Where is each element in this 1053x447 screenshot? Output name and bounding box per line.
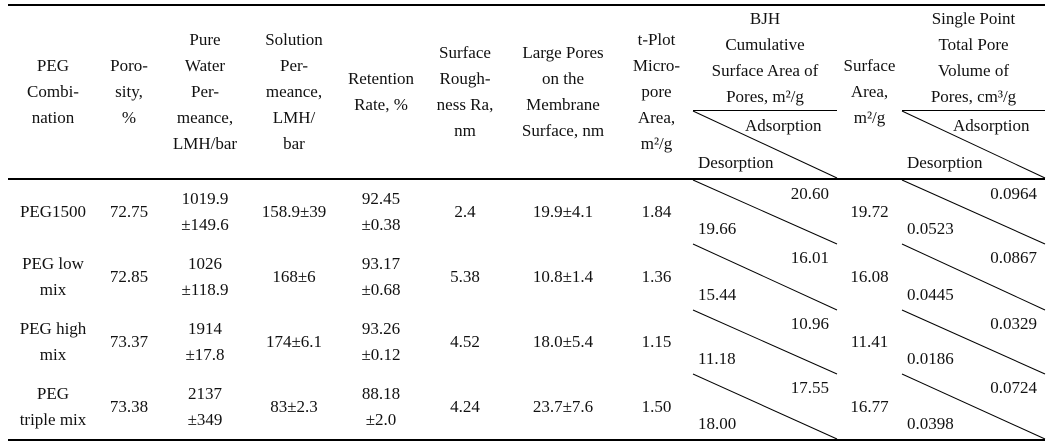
cell-surface-area: 16.77	[850, 396, 889, 416]
cell-solution-permeance: 83±2.3	[270, 396, 318, 416]
cell-porosity: 72.75	[109, 202, 149, 221]
header-surface-roughness: Surface Rough- ness Ra, nm	[436, 43, 494, 140]
cell-surface-area: 11.41	[850, 332, 889, 351]
header-bottom-rule	[8, 178, 1045, 180]
cell-retention-rate: 92.45 ±0.38	[361, 189, 401, 234]
cell-bjh-desorption: 18.00	[698, 414, 737, 433]
cell-bjh-adsorption: 10.96	[790, 314, 829, 333]
cell-single-point-adsorption: 0.0964	[990, 184, 1037, 203]
cell-bjh-adsorption: 16.01	[790, 248, 829, 267]
bottom-rule	[8, 439, 1045, 441]
cell-single-point-adsorption: 0.0867	[990, 248, 1037, 267]
cell-tplot-area: 1.84	[641, 202, 672, 221]
cell-single-point-adsorption: 0.0329	[990, 314, 1037, 333]
header-tplot-micropore-area: t-Plot Micro- pore Area, m²/g	[632, 30, 681, 153]
cell-porosity: 72.85	[109, 267, 149, 286]
header-large-pores: Large Pores on the Membrane Surface, nm	[521, 43, 605, 140]
bjh-desorption-label: Desorption	[698, 153, 774, 172]
header-porosity: Poro- sity, %	[110, 56, 148, 127]
single-point-subheader-rule	[902, 110, 1045, 111]
cell-peg-combination: PEG1500	[19, 202, 87, 221]
cell-bjh-adsorption: 17.55	[790, 378, 829, 397]
cell-porosity: 73.37	[109, 332, 149, 351]
header-solution-permeance: Solution Per- meance, LMH/ bar	[265, 30, 323, 153]
top-rule	[8, 4, 1045, 6]
cell-surface-area: 16.08	[850, 267, 889, 286]
cell-bjh-adsorption: 20.60	[790, 184, 829, 203]
cell-peg-combination: PEG triple mix	[19, 383, 87, 429]
cell-tplot-area: 1.50	[641, 396, 672, 416]
cell-surface-roughness: 5.38	[450, 267, 480, 286]
cell-single-point-desorption: 0.0523	[907, 219, 954, 238]
cell-surface-roughness: 4.52	[450, 332, 480, 351]
cell-bjh-desorption: 11.18	[698, 349, 736, 368]
cell-surface-roughness: 4.24	[450, 396, 480, 416]
cell-surface-roughness: 2.4	[454, 202, 476, 221]
header-surface-area: Surface Area, m²/g	[843, 56, 896, 127]
cell-solution-permeance: 174±6.1	[265, 332, 323, 351]
cell-single-point-desorption: 0.0186	[907, 349, 954, 368]
cell-single-point-desorption: 0.0445	[907, 285, 954, 304]
cell-single-point-desorption: 0.0398	[907, 414, 954, 433]
cell-peg-combination: PEG high mix	[19, 319, 87, 364]
cell-pure-water-permeance: 1019.9 ±149.6	[181, 189, 229, 234]
header-bjh-cumulative: BJH Cumulative Surface Area of Pores, m²…	[711, 9, 819, 106]
header-retention-rate: Retention Rate, %	[347, 69, 415, 114]
header-single-point: Single Point Total Pore Volume of Pores,…	[930, 9, 1017, 106]
header-peg-combination: PEG Combi- nation	[27, 56, 79, 127]
cell-tplot-area: 1.36	[641, 267, 672, 286]
cell-retention-rate: 93.17 ±0.68	[361, 254, 401, 299]
cell-peg-combination: PEG low mix	[22, 254, 84, 299]
cell-large-pores: 19.9±4.1	[532, 202, 594, 221]
cell-retention-rate: 88.18 ±2.0	[361, 383, 401, 429]
bjh-subheader-rule	[693, 110, 837, 111]
cell-surface-area: 19.72	[850, 202, 889, 221]
cell-single-point-adsorption: 0.0724	[990, 378, 1037, 397]
single-point-desorption-label: Desorption	[907, 153, 983, 172]
cell-pure-water-permeance: 1914 ±17.8	[185, 319, 225, 364]
cell-large-pores: 18.0±5.4	[532, 332, 594, 351]
single-point-adsorption-label: Adsorption	[953, 116, 1030, 135]
bjh-adsorption-label: Adsorption	[745, 116, 822, 135]
cell-bjh-desorption: 15.44	[698, 285, 737, 304]
cell-large-pores: 23.7±7.6	[532, 396, 594, 416]
cell-bjh-desorption: 19.66	[698, 219, 737, 238]
cell-pure-water-permeance: 2137 ±349	[187, 383, 223, 429]
cell-pure-water-permeance: 1026 ±118.9	[181, 254, 229, 299]
cell-solution-permeance: 158.9±39	[261, 202, 327, 221]
cell-solution-permeance: 168±6	[272, 267, 316, 286]
cell-large-pores: 10.8±1.4	[532, 267, 594, 286]
cell-retention-rate: 93.26 ±0.12	[361, 319, 401, 364]
cell-porosity: 73.38	[109, 396, 149, 416]
header-pure-water-permeance: Pure Water Per- meance, LMH/bar	[172, 30, 238, 153]
cell-tplot-area: 1.15	[641, 332, 672, 351]
